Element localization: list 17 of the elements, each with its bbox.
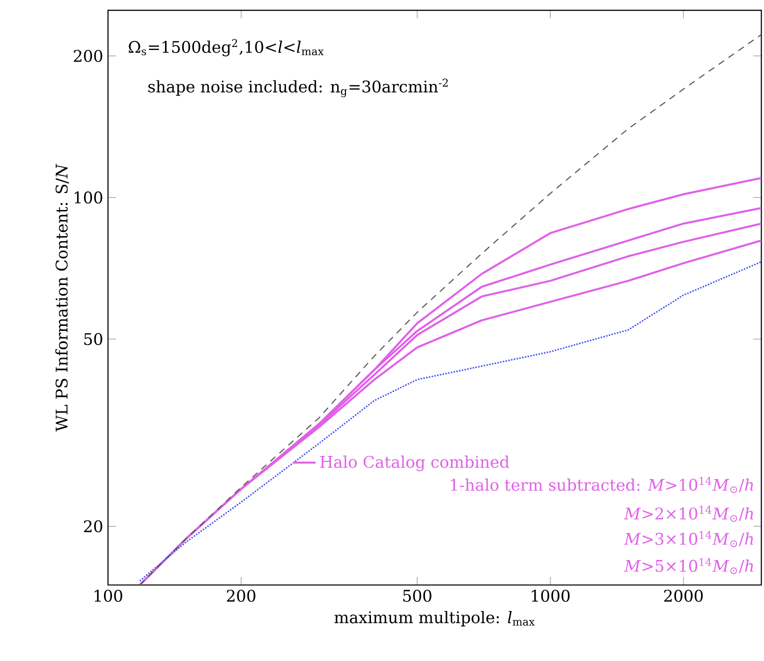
y-tick-label: 200 [74, 50, 102, 62]
x-axis-title: maximum multipole: l$_{max}$ [334, 610, 535, 626]
y-tick-label: 50 [84, 333, 102, 346]
x-tick-label: 1000 [532, 590, 570, 602]
annotation: M>2×10$^{14}$M$_{⊙}$/h [624, 506, 754, 522]
x-tick-label: 100 [94, 590, 122, 602]
y-tick-label: 20 [84, 520, 102, 532]
annotation: shape noise included: n$_{g}$=30arcmin$^{-2}$ [148, 78, 448, 98]
x-tick-label: 200 [226, 590, 256, 602]
annotation: M>5×10$^{14}$M$_{⊙}$/h [624, 558, 754, 574]
legend-label: Halo Catalog combined [320, 456, 510, 472]
text: Ω$_{s}$=1500deg$^{2}$,10<l<l$_{max}$ [128, 39, 324, 56]
annotation: 1-halo term subtracted: M>10$^{14}$M$_{⊙}$/h [451, 476, 754, 494]
x-tick-label: 2000 [664, 590, 703, 602]
annotation: M>3×10$^{14}$M$_{⊙}$/h [624, 530, 754, 548]
x-tick-label: 500 [403, 590, 432, 602]
y-tick-label: 100 [74, 191, 102, 204]
